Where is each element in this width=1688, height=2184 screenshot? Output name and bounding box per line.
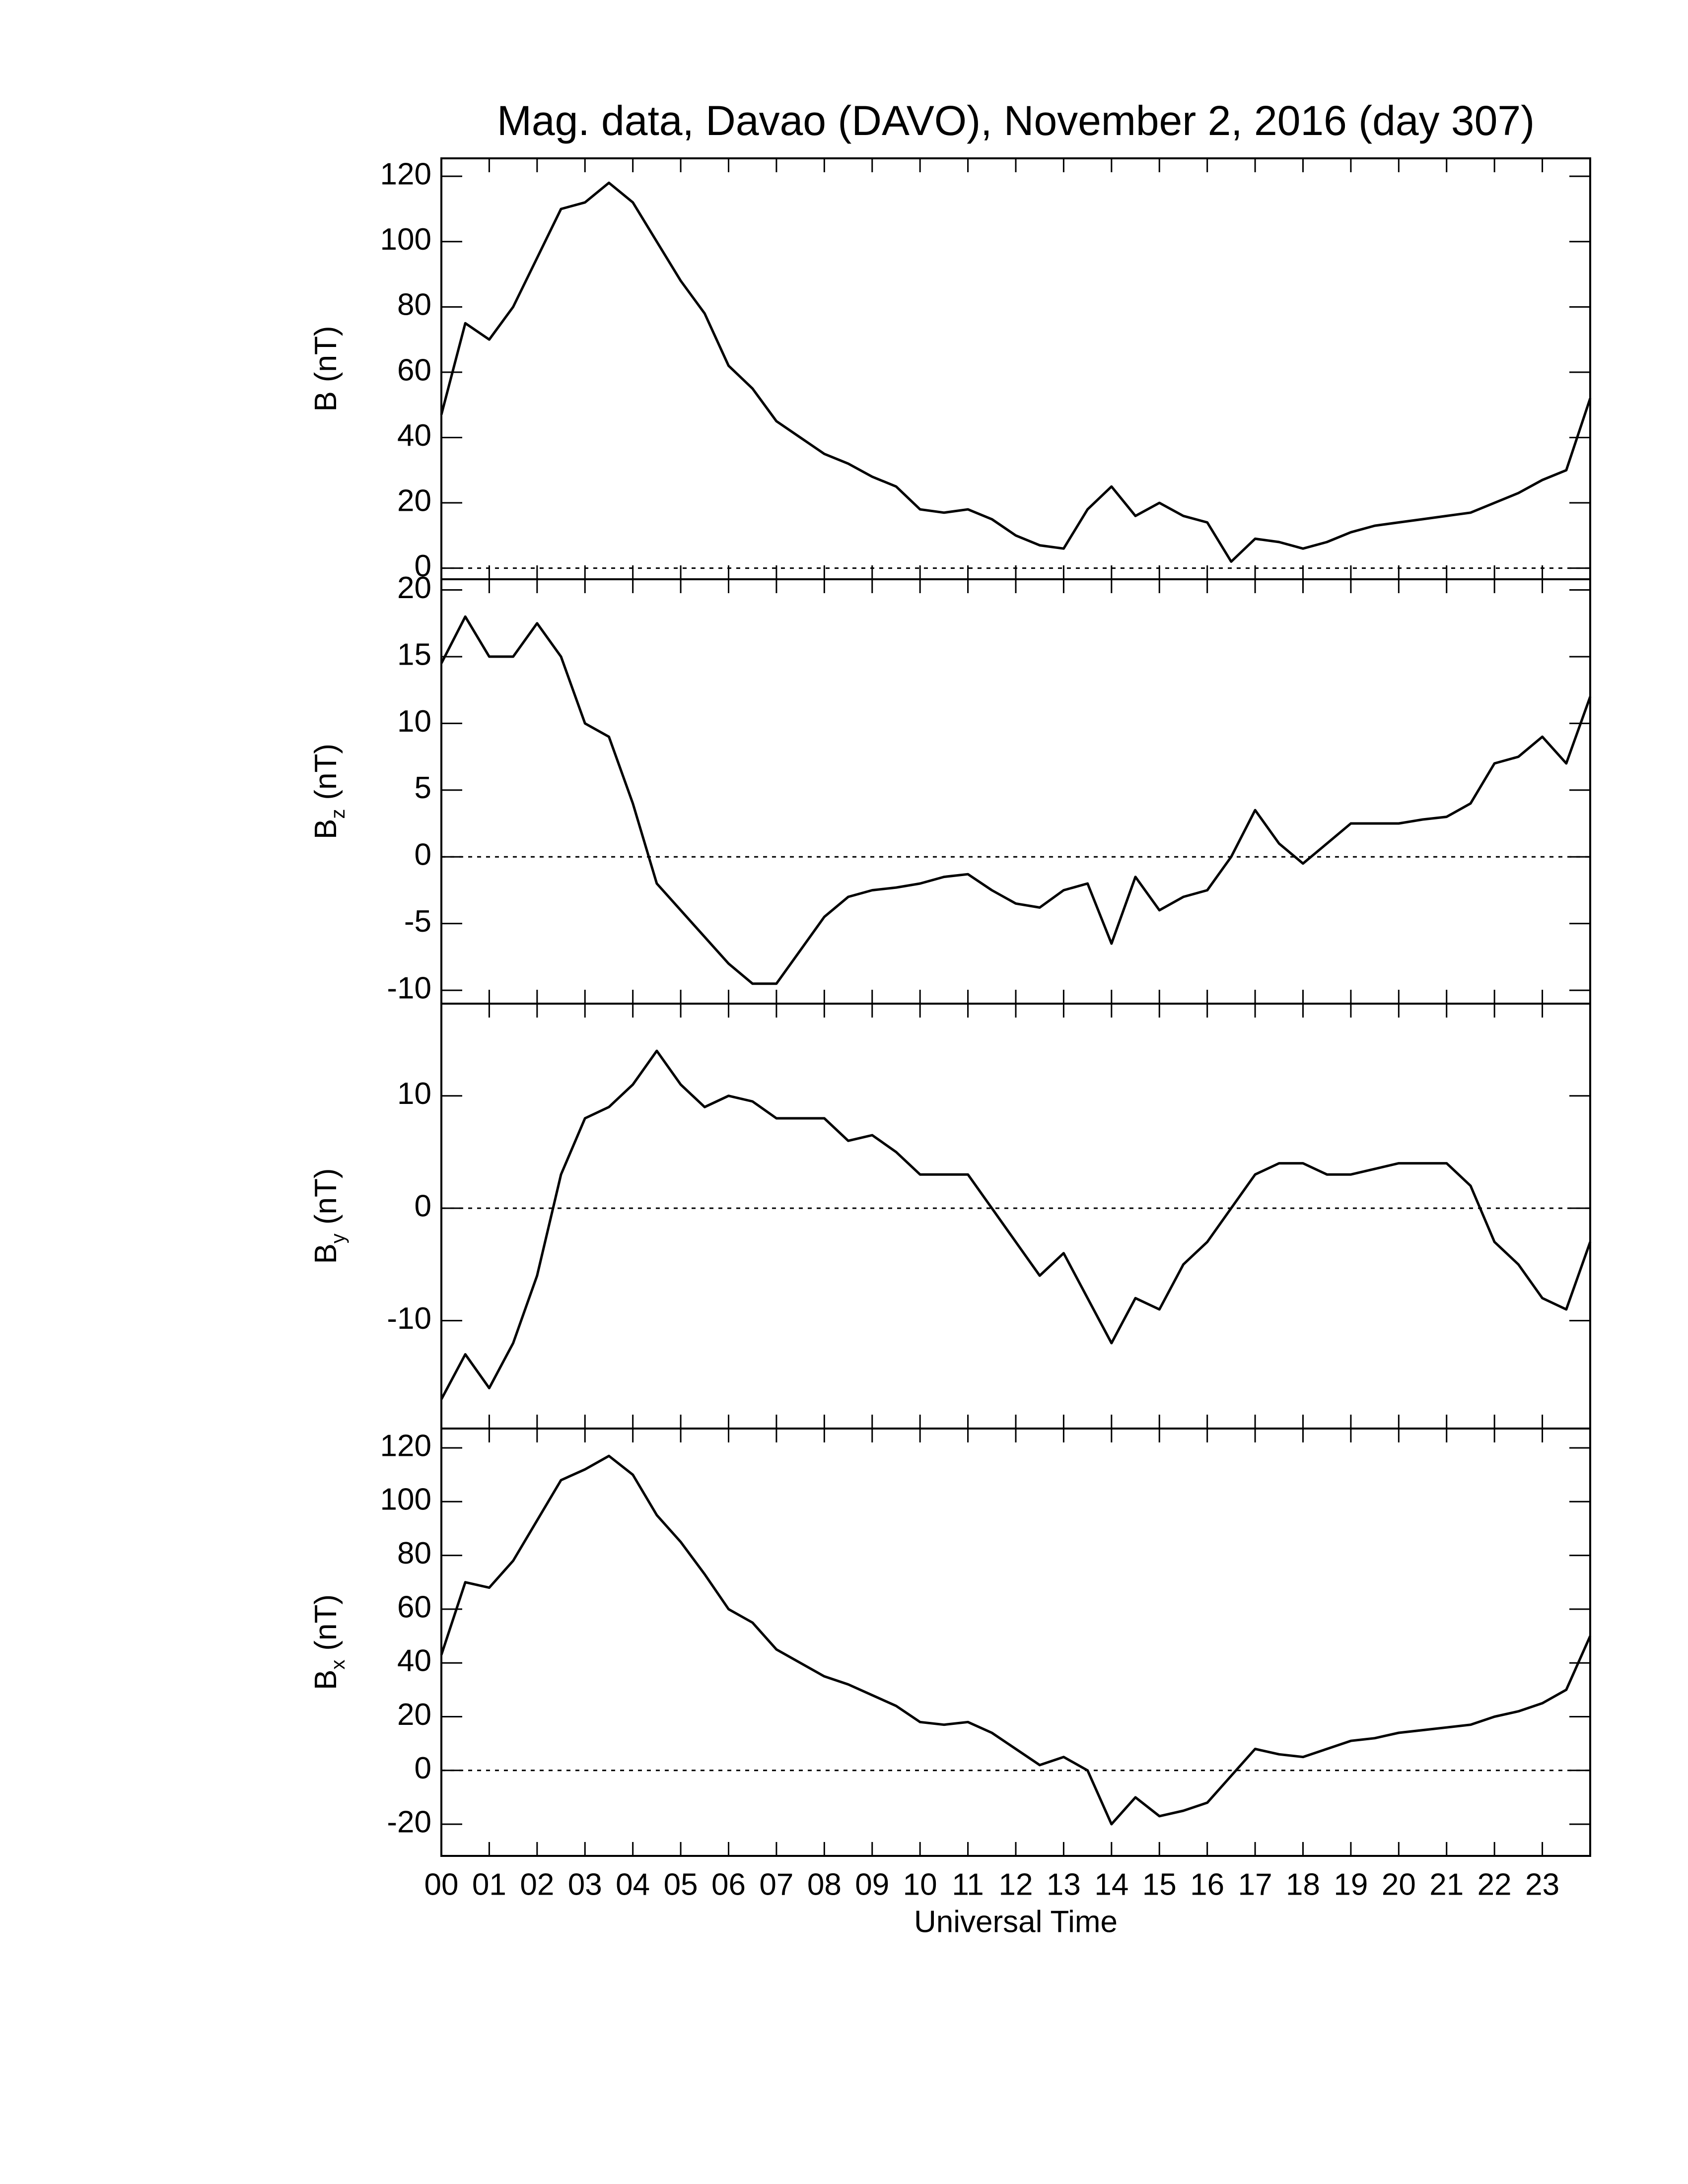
y-tick-label: 80 <box>397 1536 431 1570</box>
y-tick-label: 60 <box>397 1590 431 1624</box>
x-tick-label: 11 <box>952 1867 984 1902</box>
y-tick-label: 0 <box>415 1189 431 1224</box>
plot-frame <box>440 1003 1591 1430</box>
x-tick-label: 13 <box>1047 1867 1081 1902</box>
y-axis-label: Bz (nT) <box>309 744 349 839</box>
y-tick-label: 15 <box>397 637 431 672</box>
y-tick-label: 20 <box>397 571 431 605</box>
x-tick-label: 01 <box>472 1867 506 1902</box>
x-tick-label: 07 <box>759 1867 793 1902</box>
x-tick-label: 09 <box>855 1867 889 1902</box>
y-tick-label: 0 <box>415 549 431 583</box>
data-line <box>440 1049 1592 1400</box>
x-tick-label: 23 <box>1525 1867 1559 1902</box>
y-tick-label: 0 <box>415 1751 431 1785</box>
y-tick-label: -10 <box>387 971 431 1005</box>
y-tick-label: 40 <box>397 1644 431 1678</box>
data-line <box>440 615 1592 985</box>
y-tick-label: 10 <box>397 704 431 739</box>
y-axis-label: By (nT) <box>309 1168 349 1264</box>
y-label-subscript: y <box>327 1233 349 1243</box>
y-tick-label: 120 <box>380 1429 431 1463</box>
y-label-subscript: z <box>327 809 349 819</box>
x-tick-label: 00 <box>424 1867 459 1902</box>
y-label-symbol: B <box>309 391 343 411</box>
x-tick-label: 05 <box>664 1867 698 1902</box>
y-tick-label: 5 <box>415 771 431 805</box>
data-line <box>440 1454 1592 1826</box>
y-tick-label: 0 <box>415 838 431 872</box>
x-tick-label: 03 <box>568 1867 602 1902</box>
y-axis-label: Bx (nT) <box>309 1594 349 1690</box>
y-label-unit: (nT) <box>309 1594 343 1651</box>
x-tick-label: 15 <box>1142 1867 1177 1902</box>
x-tick-label: 14 <box>1094 1867 1128 1902</box>
x-tick-label: 20 <box>1382 1867 1416 1902</box>
y-tick-label: 60 <box>397 353 431 387</box>
x-axis-label: Universal Time <box>914 1905 1118 1939</box>
x-tick-label: 18 <box>1286 1867 1320 1902</box>
y-tick-label: 120 <box>380 157 431 192</box>
plot-frame <box>440 157 1591 580</box>
y-label-symbol: B <box>309 1670 343 1690</box>
y-tick-label: 100 <box>380 1483 431 1517</box>
x-tick-label: 10 <box>903 1867 937 1902</box>
x-tick-label: 16 <box>1190 1867 1224 1902</box>
x-tick-label: 19 <box>1334 1867 1368 1902</box>
y-tick-label: -20 <box>387 1805 431 1839</box>
x-tick-label: 21 <box>1429 1867 1464 1902</box>
x-tick-label: 08 <box>807 1867 842 1902</box>
data-line <box>440 181 1592 563</box>
y-label-unit: (nT) <box>309 1168 343 1225</box>
y-tick-label: 80 <box>397 288 431 322</box>
y-tick-label: 10 <box>397 1077 431 1111</box>
plot-frame <box>440 578 1591 1005</box>
y-tick-label: -10 <box>387 1301 431 1336</box>
y-label-symbol: B <box>309 1243 343 1264</box>
x-tick-label: 04 <box>616 1867 650 1902</box>
x-tick-label: 02 <box>520 1867 554 1902</box>
plot-frame <box>440 1428 1591 1857</box>
y-tick-label: 100 <box>380 222 431 257</box>
y-label-unit: (nT) <box>309 326 343 382</box>
x-tick-label: 17 <box>1238 1867 1272 1902</box>
y-label-symbol: B <box>309 819 343 839</box>
y-axis-label: B (nT) <box>309 326 343 411</box>
x-tick-label: 06 <box>711 1867 746 1902</box>
y-tick-label: 40 <box>397 418 431 453</box>
y-tick-label: 20 <box>397 1698 431 1732</box>
x-tick-label: 22 <box>1477 1867 1512 1902</box>
x-tick-label: 12 <box>999 1867 1033 1902</box>
y-tick-label: -5 <box>404 904 431 939</box>
y-label-subscript: x <box>327 1660 349 1670</box>
chart-title: Mag. data, Davao (DAVO), November 2, 201… <box>497 97 1535 144</box>
y-tick-label: 20 <box>397 483 431 518</box>
y-label-unit: (nT) <box>309 744 343 800</box>
